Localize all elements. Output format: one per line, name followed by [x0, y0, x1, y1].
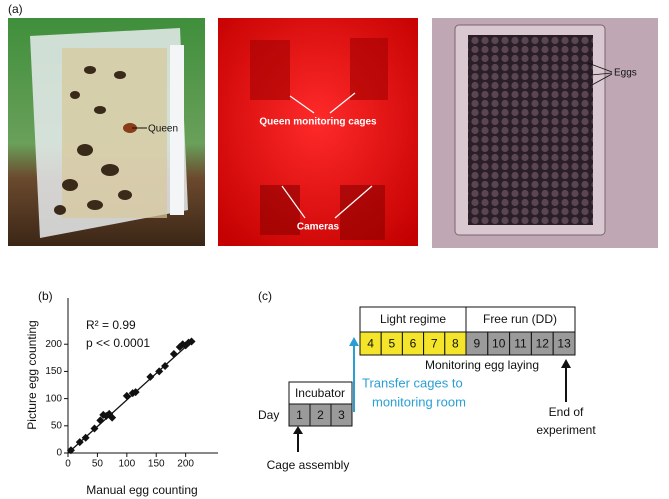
- annotation: Eggs: [614, 68, 637, 79]
- point: [155, 367, 164, 376]
- y-tick-label: 0: [56, 448, 62, 459]
- y-tick-label: 200: [45, 339, 62, 350]
- fit-line: [67, 341, 192, 454]
- annotation: R² = 0.99: [86, 318, 136, 332]
- y-tick-label: 50: [51, 420, 63, 431]
- day-number: 4: [367, 337, 374, 351]
- y-tick-label: 100: [45, 393, 62, 404]
- day-number: 6: [410, 337, 417, 351]
- point: [146, 372, 155, 381]
- point: [187, 337, 196, 346]
- day-number: 11: [514, 337, 527, 351]
- header: Incubator: [295, 386, 345, 400]
- day-box: [330, 403, 353, 427]
- annotation: Queen: [148, 124, 178, 135]
- x-tick-label: 0: [65, 459, 71, 470]
- x-axis-label: Manual egg counting: [86, 483, 197, 497]
- y-axis-label: Picture egg counting: [25, 320, 39, 429]
- panel-label: (c): [258, 289, 272, 303]
- day-number: 3: [338, 408, 345, 422]
- caption: Transfer cages to: [362, 375, 463, 390]
- x-tick-label: 100: [118, 459, 135, 470]
- point: [66, 446, 75, 455]
- day-number: 9: [474, 337, 481, 351]
- caption: Cage assembly: [267, 458, 350, 472]
- day-label: Day: [258, 408, 279, 422]
- day-number: 1: [296, 408, 303, 422]
- scatter-plot: 0 50 100 150 200 0 50 100 150 200: [45, 337, 196, 470]
- photo-setup: [218, 18, 418, 246]
- day-number: 8: [452, 337, 459, 351]
- caption: End of: [549, 405, 584, 419]
- day-number: 10: [492, 337, 506, 351]
- annotation: p << 0.0001: [86, 336, 150, 350]
- day-number: 5: [388, 337, 395, 351]
- point: [108, 413, 117, 422]
- annotation: Queen monitoring cages: [259, 117, 377, 128]
- arrows: [293, 337, 571, 452]
- point: [75, 438, 84, 447]
- day-box: [552, 331, 576, 356]
- caption: monitoring room: [372, 394, 466, 409]
- point: [169, 350, 178, 359]
- header-box: [465, 306, 576, 333]
- point: [96, 416, 105, 425]
- y-tick-label: 150: [45, 366, 62, 377]
- point: [131, 388, 140, 397]
- photo-comb: [432, 18, 658, 248]
- annotation: Cameras: [297, 222, 340, 233]
- point: [81, 433, 90, 442]
- x-tick-label: 200: [177, 459, 194, 470]
- point: [122, 391, 131, 400]
- panel-label: (b): [38, 289, 53, 303]
- caption: experiment: [536, 423, 596, 437]
- x-tick-label: 50: [92, 459, 104, 470]
- day-number: 2: [317, 408, 324, 422]
- x-tick-label: 150: [148, 459, 165, 470]
- photo-cage: [8, 18, 205, 246]
- point: [90, 424, 99, 433]
- panel-label: (a): [8, 2, 23, 16]
- day-number: 7: [431, 337, 438, 351]
- point: [161, 361, 170, 370]
- day-number: 12: [536, 337, 550, 351]
- header: Free run (DD): [483, 312, 557, 326]
- caption: Monitoring egg laying: [425, 358, 539, 372]
- day-boxes: 1 2 34 5 6 7 8 9 10 11 12 13: [288, 331, 576, 427]
- day-number: 13: [557, 337, 571, 351]
- header: Light regime: [380, 312, 446, 326]
